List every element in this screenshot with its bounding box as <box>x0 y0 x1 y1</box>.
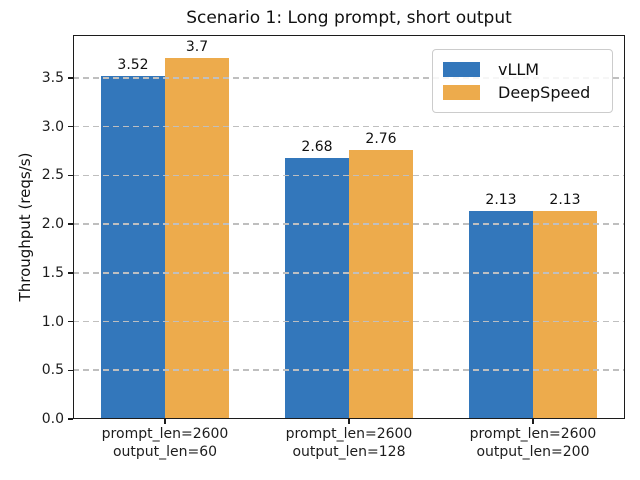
x-tick-mark <box>164 419 166 424</box>
y-tick-label: 1.5 <box>41 264 64 281</box>
bar-value-label: 2.76 <box>365 131 397 147</box>
y-tick-mark <box>68 77 73 79</box>
y-tick-label: 2.5 <box>41 167 64 184</box>
y-tick-mark <box>68 174 73 177</box>
legend-swatch-icon <box>443 62 480 77</box>
gridline <box>73 272 625 274</box>
y-tick-label: 1.0 <box>41 313 64 330</box>
bar-vllm <box>469 211 533 419</box>
gridline <box>73 369 625 372</box>
y-tick-mark <box>68 272 73 274</box>
y-tick-mark <box>68 223 73 225</box>
legend-label: DeepSpeed <box>498 83 591 102</box>
bar-value-label: 2.13 <box>549 192 581 209</box>
y-axis-label: Throughput (reqs/s) <box>16 152 34 302</box>
x-tick-label: prompt_len=2600 output_len=60 <box>101 426 229 460</box>
y-tick-mark <box>68 320 73 323</box>
bar-value-label: 3.7 <box>185 39 209 56</box>
y-tick-mark <box>68 369 73 372</box>
y-tick-label: 0.0 <box>41 411 64 427</box>
y-tick-mark <box>68 418 73 420</box>
bar-vllm <box>101 75 165 419</box>
legend-row-deepspeed: DeepSpeed <box>443 81 602 104</box>
bar-deepspeed <box>533 211 597 419</box>
x-tick-mark <box>532 419 534 424</box>
chart-title: Scenario 1: Long prompt, short output <box>186 8 512 28</box>
x-tick-mark <box>348 419 350 424</box>
legend-swatch-icon <box>443 85 480 100</box>
y-tick-label: 0.5 <box>41 362 64 379</box>
y-tick-mark <box>68 125 73 128</box>
bar-value-label: 2.68 <box>301 138 333 155</box>
gridline <box>73 125 625 128</box>
gridline <box>73 77 625 79</box>
legend-label: vLLM <box>498 60 540 79</box>
gridline <box>73 223 625 225</box>
bar-deepspeed <box>349 150 413 419</box>
y-tick-label: 2.0 <box>41 216 64 233</box>
bar-value-label: 2.13 <box>485 192 517 209</box>
y-tick-label: 3.0 <box>41 118 64 135</box>
bar-deepspeed <box>165 58 229 419</box>
gridline <box>73 320 625 323</box>
legend-row-vllm: vLLM <box>443 58 602 81</box>
x-tick-label: prompt_len=2600 output_len=200 <box>469 426 597 460</box>
bar-vllm <box>285 157 349 419</box>
y-tick-label: 3.5 <box>41 69 64 86</box>
bar-value-label: 3.52 <box>117 56 149 73</box>
legend: vLLM DeepSpeed <box>432 49 613 113</box>
gridline <box>73 174 625 177</box>
x-tick-label: prompt_len=2600 output_len=128 <box>285 426 413 460</box>
